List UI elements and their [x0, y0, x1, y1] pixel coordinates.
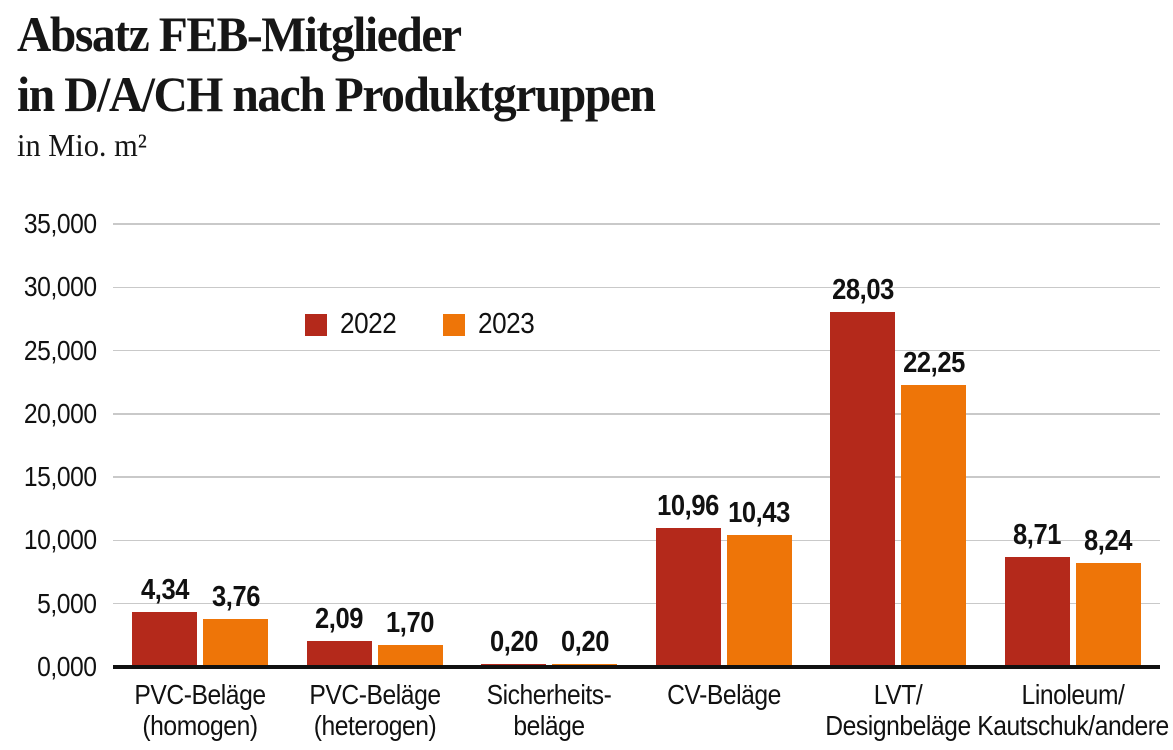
category-label: LVT/Designbeläge — [825, 679, 972, 741]
y-axis-tick-label: 20,000 — [24, 397, 97, 429]
bar-rect-2023 — [726, 535, 792, 667]
category-label-line: PVC-Beläge — [134, 679, 267, 710]
category-label-line: beläge — [513, 710, 586, 741]
bar-value-label: 8,71 — [1013, 518, 1062, 551]
category-label-line: Sicherheits- — [486, 679, 612, 710]
bar-2023: 3,76 — [203, 581, 269, 667]
y-axis-tick-label: 10,000 — [24, 524, 97, 556]
category-label-line: Kautschuk/andere — [976, 710, 1169, 741]
bar-value-label: 3,76 — [211, 581, 260, 614]
y-axis-tick-label: 25,000 — [24, 334, 97, 366]
category-label-line: Linoleum/ — [1021, 679, 1125, 710]
category-label-line: (heterogen) — [313, 710, 437, 741]
legend-item-2022: 2022 — [305, 308, 403, 341]
bar-value-label: 8,24 — [1084, 524, 1133, 557]
bar-pair: 4,34 3,76 — [113, 224, 288, 667]
bar-2023: 22,25 — [901, 347, 967, 667]
gridline — [113, 223, 1160, 225]
bar-group: 10,96 10,43 CV-Beläge — [637, 224, 812, 710]
bar-2022: 2,09 — [306, 603, 372, 667]
bar-rect-2023 — [901, 385, 967, 667]
category-label: Sicherheits-beläge — [487, 679, 612, 741]
category-label-line: CV-Beläge — [666, 679, 781, 710]
gridline — [113, 349, 1160, 352]
legend-label-2023: 2023 — [477, 308, 535, 340]
bar-pair: 10,96 10,43 — [637, 224, 812, 667]
category-label-line: Designbeläge — [825, 710, 972, 741]
bar-value-label: 0,20 — [489, 626, 538, 659]
category-label-line: (homogen) — [142, 710, 259, 741]
chart-subtitle: in Mio. m² — [17, 127, 147, 163]
legend-swatch-2023 — [442, 313, 465, 336]
category-label-line: LVT/ — [874, 679, 923, 710]
bar-pair: 2,09 1,70 — [288, 224, 463, 667]
category-label-line: PVC-Beläge — [309, 679, 441, 710]
y-axis-tick-label: 0,000 — [37, 651, 98, 682]
bar-2023: 8,24 — [1075, 525, 1141, 667]
y-axis-tick-label: 15,000 — [24, 461, 97, 493]
category-label: PVC-Beläge (homogen) — [134, 679, 267, 741]
gridline — [113, 539, 1160, 542]
bar-group: 8,71 8,24 Linoleum/Kautschuk/andere — [977, 224, 1169, 741]
gridline — [113, 286, 1160, 289]
legend-label-2022: 2022 — [340, 308, 397, 340]
bar-2023: 1,70 — [377, 607, 443, 667]
bar-rect-2023 — [1075, 562, 1141, 667]
bar-pair: 28,03 22,25 — [811, 224, 986, 667]
bar-value-label: 0,20 — [560, 626, 609, 659]
category-label: Linoleum/Kautschuk/andere — [977, 679, 1169, 741]
y-axis-tick-label: 30,000 — [24, 271, 97, 303]
bar-value-label: 22,25 — [902, 347, 965, 380]
chart-title-line1: Absatz FEB-Mitglieder — [17, 6, 462, 62]
bar-2022: 4,34 — [132, 574, 198, 667]
bar-rect-2022 — [830, 312, 896, 667]
bar-rect-2022 — [306, 640, 372, 667]
y-axis-tick-label: 35,000 — [24, 208, 97, 239]
bar-rect-2022 — [655, 528, 721, 667]
bar-pair: 0,20 0,20 — [462, 224, 637, 667]
bar-group: 28,03 22,25 LVT/Designbeläge — [811, 224, 986, 741]
bar-rect-2022 — [132, 612, 198, 667]
gridline — [113, 413, 1160, 415]
bar-2022: 10,96 — [655, 490, 721, 667]
bar-rect-2023 — [377, 645, 443, 667]
bar-pair: 8,71 8,24 — [986, 224, 1161, 667]
chart-title-line2: in D/A/CH nach Produktgruppen — [17, 66, 656, 122]
category-label: CV-Beläge — [667, 679, 781, 710]
legend-item-2023: 2023 — [442, 308, 541, 341]
bar-rect-2023 — [203, 619, 269, 667]
bar-value-label: 4,34 — [140, 574, 189, 607]
bar-value-label: 10,96 — [657, 490, 720, 523]
bar-group: 4,34 3,76 PVC-Beläge (homogen) — [113, 224, 288, 741]
y-axis-tick-label: 5,000 — [37, 587, 98, 619]
bar-value-label: 2,09 — [315, 602, 364, 635]
plot-area: 0,000 5,000 10,000 15,000 20,000 25,000 30,000… — [24, 210, 1169, 742]
chart-title: Absatz FEB-Mitglieder in D/A/CH nach Prod… — [17, 4, 656, 124]
bar-2022: 28,03 — [830, 274, 896, 667]
bar-rect-2022 — [1004, 556, 1070, 667]
bar-value-label: 1,70 — [386, 607, 435, 640]
chart-legend: 2022 2023 — [305, 308, 540, 341]
bar-group: 0,20 0,20 Sicherheits-beläge — [462, 224, 637, 741]
x-axis-line — [113, 665, 1160, 669]
category-label: PVC-Beläge (heterogen) — [309, 679, 441, 741]
bar-value-label: 10,43 — [728, 497, 791, 529]
chart-header: Absatz FEB-Mitglieder in D/A/CH nach Prod… — [17, 4, 688, 164]
bar-2022: 8,71 — [1004, 519, 1070, 667]
bar-value-label: 28,03 — [831, 274, 894, 307]
gridline — [113, 476, 1160, 478]
gridline — [113, 602, 1160, 605]
bar-2023: 10,43 — [726, 497, 792, 667]
legend-swatch-2022 — [305, 313, 327, 336]
bar-group: 2,09 1,70 PVC-Beläge (heterogen) — [288, 224, 463, 741]
